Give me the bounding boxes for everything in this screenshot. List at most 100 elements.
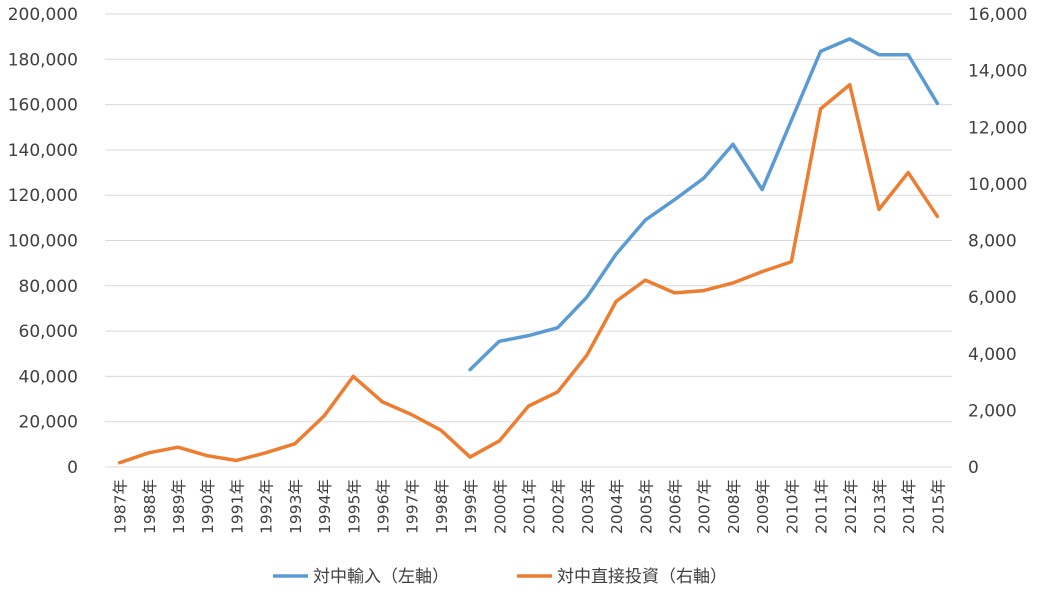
right-tick-label: 16,000: [968, 5, 1027, 25]
x-tick-label: 2005年: [637, 479, 655, 534]
data-point-1: [936, 215, 939, 218]
data-point-1: [352, 375, 355, 378]
data-point-0: [906, 53, 910, 56]
x-tick-label: 1989年: [170, 479, 188, 534]
x-tick-label: 2007年: [696, 479, 714, 534]
data-point-1: [322, 414, 326, 418]
x-axis-ticks: 1987年 1988年 1989年 1990年 1991年 1992年 1993年 1994年…: [112, 479, 948, 534]
data-point-1: [760, 270, 764, 273]
left-tick-label: 0: [67, 458, 78, 478]
x-tick-label: 1993年: [287, 479, 305, 534]
data-point-1: [439, 428, 443, 432]
data-point-0: [556, 326, 559, 329]
x-tick-label: 1996年: [374, 479, 392, 534]
x-tick-label: 2006年: [667, 479, 685, 534]
legend: 対中輸入（左軸） 対中直接投資（右軸）: [273, 567, 727, 587]
data-point-0: [585, 295, 589, 299]
x-tick-label: 1999年: [462, 479, 480, 534]
series-line-0: [468, 37, 940, 372]
left-tick-label: 80,000: [19, 277, 78, 297]
x-tick-label: 2008年: [725, 479, 743, 534]
data-point-1: [527, 404, 530, 408]
data-point-1: [147, 451, 151, 455]
data-point-1: [819, 107, 822, 111]
right-tick-label: 4,000: [968, 345, 1017, 365]
data-point-0: [644, 218, 647, 222]
data-point-0: [936, 102, 939, 105]
x-tick-label: 1992年: [258, 479, 276, 534]
x-tick-label: 2004年: [608, 479, 626, 534]
data-point-1: [235, 459, 238, 462]
right-tick-label: 6,000: [968, 288, 1017, 308]
data-point-1: [118, 461, 121, 464]
x-tick-label: 2014年: [900, 479, 918, 534]
x-tick-label: 2000年: [491, 479, 509, 534]
x-tick-label: 2002年: [550, 479, 568, 534]
left-tick-label: 60,000: [19, 322, 78, 342]
left-tick-label: 40,000: [19, 367, 78, 387]
data-point-0: [790, 119, 793, 122]
right-tick-label: 2,000: [968, 401, 1017, 421]
data-point-0: [468, 368, 472, 371]
x-tick-label: 1987年: [112, 479, 130, 534]
data-point-1: [585, 353, 589, 357]
left-tick-label: 180,000: [8, 50, 78, 70]
x-tick-label: 2009年: [754, 479, 772, 534]
left-tick-label: 160,000: [8, 96, 78, 116]
data-point-1: [614, 300, 618, 303]
x-tick-label: 1995年: [345, 479, 363, 534]
x-tick-label: 1991年: [228, 479, 246, 534]
right-axis-ticks: 0 2,000 4,000 6,000 8,000 10,000 12,000 14,000 1…: [968, 5, 1027, 478]
x-tick-label: 2001年: [521, 479, 539, 534]
x-tick-label: 1994年: [316, 479, 334, 534]
x-tick-label: 2003年: [579, 479, 597, 534]
data-point-1: [702, 289, 705, 292]
data-point-1: [410, 413, 413, 416]
data-point-1: [906, 171, 910, 174]
data-point-1: [731, 281, 735, 285]
data-point-0: [848, 37, 851, 41]
data-point-1: [498, 439, 501, 443]
data-point-0: [527, 334, 530, 337]
x-tick-label: 1988年: [141, 479, 159, 534]
data-point-0: [702, 177, 705, 180]
legend-label-1: 対中直接投資（右軸）: [557, 567, 727, 587]
x-tick-label: 2010年: [783, 479, 801, 534]
data-point-1: [206, 454, 209, 457]
data-point-1: [877, 208, 881, 211]
left-tick-label: 120,000: [8, 186, 78, 206]
right-tick-label: 8,000: [968, 232, 1017, 252]
data-point-1: [293, 442, 297, 445]
right-tick-label: 10,000: [968, 175, 1027, 195]
data-point-0: [819, 50, 822, 53]
left-tick-label: 200,000: [8, 5, 78, 25]
data-point-1: [848, 83, 851, 86]
x-tick-label: 2011年: [813, 479, 831, 534]
data-point-1: [556, 390, 559, 394]
x-tick-label: 2013年: [871, 479, 889, 534]
data-point-0: [877, 53, 881, 56]
left-tick-label: 20,000: [19, 413, 78, 433]
data-point-0: [498, 340, 501, 343]
data-point-1: [468, 455, 472, 459]
data-point-0: [760, 188, 764, 191]
data-point-0: [731, 143, 735, 146]
data-point-1: [381, 400, 384, 404]
x-tick-label: 2015年: [929, 479, 947, 534]
right-tick-label: 12,000: [968, 118, 1027, 138]
series-lines: [117, 37, 940, 465]
data-point-1: [264, 451, 267, 455]
data-point-1: [673, 291, 676, 295]
x-tick-label: 1997年: [404, 479, 422, 534]
left-axis-ticks: 0 20,000 40,000 60,000 80,000 100,000 120,000 1…: [8, 5, 78, 478]
data-point-0: [673, 198, 676, 201]
left-tick-label: 100,000: [8, 232, 78, 252]
right-tick-label: 0: [968, 458, 979, 478]
data-point-1: [644, 278, 647, 282]
left-tick-label: 140,000: [8, 141, 78, 161]
data-point-1: [790, 260, 793, 263]
legend-label-0: 対中輸入（左軸）: [313, 567, 449, 587]
gridlines: [105, 13, 952, 423]
